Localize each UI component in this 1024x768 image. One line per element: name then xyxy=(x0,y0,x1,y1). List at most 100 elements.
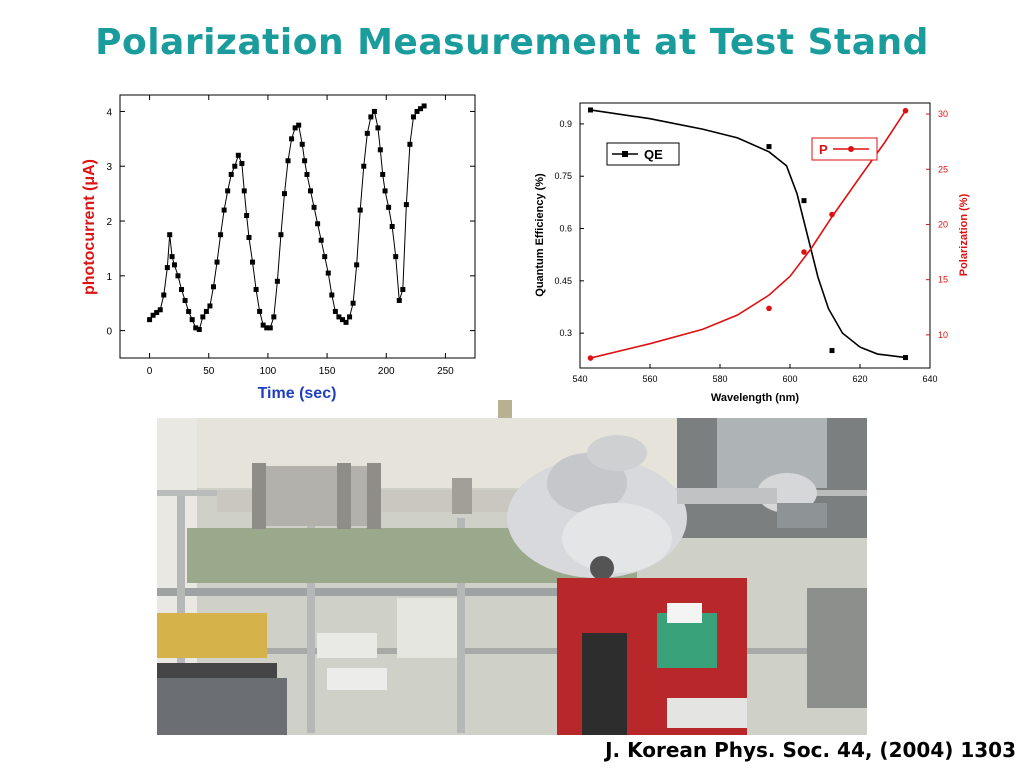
legend-qe-label: QE xyxy=(644,147,663,162)
y-tick-label-left: 0.3 xyxy=(559,328,572,338)
x-axis-label: Wavelength (nm) xyxy=(711,392,800,404)
data-point xyxy=(393,254,399,260)
data-point xyxy=(389,224,395,229)
x-tick-label: 150 xyxy=(319,366,336,377)
y-axis-label: photocurrent (μA) xyxy=(81,159,98,295)
y-tick-label-left: 0.6 xyxy=(559,224,572,234)
y-tick-label-right: 20 xyxy=(938,219,948,229)
data-point xyxy=(336,314,342,320)
data-point xyxy=(371,108,377,114)
y-tick-label-left: 0.75 xyxy=(554,171,572,181)
data-point xyxy=(225,188,231,194)
data-point xyxy=(169,254,175,260)
data-point xyxy=(241,188,247,194)
data-point xyxy=(161,292,167,298)
data-point xyxy=(380,171,386,177)
x-tick-label: 580 xyxy=(712,374,727,384)
data-point xyxy=(403,202,409,208)
polarization-data-point xyxy=(902,107,909,114)
x-tick-label: 640 xyxy=(922,374,937,384)
x-tick-label: 0 xyxy=(147,366,153,377)
data-point xyxy=(325,270,331,276)
y-tick-label: 4 xyxy=(106,107,112,118)
y-tick-label-right: 25 xyxy=(938,164,948,174)
data-point xyxy=(246,234,252,240)
data-point xyxy=(311,204,317,210)
data-point xyxy=(271,314,277,320)
data-point xyxy=(186,308,192,314)
data-point xyxy=(167,232,173,238)
data-point xyxy=(200,314,206,320)
data-point xyxy=(228,171,234,177)
legend-p: P xyxy=(811,137,878,161)
data-point xyxy=(267,325,273,331)
polarization-data-point xyxy=(587,355,594,361)
x-tick-label: 620 xyxy=(852,374,867,384)
data-point xyxy=(299,141,305,147)
polarization-data-point xyxy=(829,211,835,218)
qe-data-point xyxy=(829,348,835,354)
polarization-data-point xyxy=(801,249,807,255)
data-point xyxy=(281,191,287,197)
data-point xyxy=(407,141,413,147)
photocurrent-chart: 0 50 100 150 200 250 0 1 2 3 4 Time (sec) photocur… xyxy=(81,94,476,402)
data-point xyxy=(154,310,160,316)
data-point xyxy=(377,147,383,153)
data-point xyxy=(318,237,324,243)
x-tick-label: 560 xyxy=(642,374,657,384)
data-point xyxy=(164,265,170,271)
data-point xyxy=(182,297,188,303)
data-point xyxy=(302,158,308,164)
data-point xyxy=(214,259,220,265)
data-point xyxy=(274,278,280,284)
data-point xyxy=(193,325,199,331)
data-point xyxy=(210,284,216,290)
x-tick-label: 250 xyxy=(437,366,454,377)
x-tick-label: 540 xyxy=(572,374,587,384)
data-point xyxy=(315,221,321,227)
y-axis-label-left: Quantum Efficiency (%) xyxy=(534,173,546,297)
data-point xyxy=(382,188,388,194)
data-point xyxy=(361,163,367,169)
data-point xyxy=(232,163,238,169)
slide-title: Polarization Measurement at Test Stand xyxy=(95,22,929,63)
data-point xyxy=(250,259,256,265)
y-tick-label-right: 30 xyxy=(938,109,948,119)
x-tick-label: 50 xyxy=(203,366,215,377)
data-point xyxy=(410,114,416,120)
qe-polarization-chart: 540 560 580 600 620 640 0.3 0.45 0.6 0.75 0.9 10 15 2… xyxy=(534,102,970,404)
data-point xyxy=(329,292,335,298)
photo-tab xyxy=(498,400,512,418)
y-tick-label-right: 15 xyxy=(938,275,948,285)
data-point xyxy=(296,122,302,128)
data-point xyxy=(304,171,310,177)
y-tick-label: 2 xyxy=(106,217,112,228)
data-point xyxy=(396,297,402,303)
data-point xyxy=(157,307,163,313)
data-point xyxy=(221,207,227,213)
y-tick-label-right: 10 xyxy=(938,330,948,340)
plot-frame xyxy=(579,102,931,369)
data-point xyxy=(285,158,291,164)
data-point xyxy=(175,273,181,279)
data-point xyxy=(171,262,177,268)
polarization-data-point xyxy=(766,305,772,312)
qe-curve xyxy=(590,109,906,359)
y-tick-label: 1 xyxy=(106,272,112,283)
y-tick-label-left: 0.9 xyxy=(559,119,572,129)
test-stand-illustration xyxy=(157,418,867,735)
y-tick-label-left: 0.45 xyxy=(554,276,572,286)
data-point xyxy=(343,319,349,325)
data-point xyxy=(308,188,314,194)
data-point xyxy=(332,308,338,314)
x-tick-label: 600 xyxy=(782,374,797,384)
test-stand-photo xyxy=(157,418,867,735)
data-point xyxy=(418,106,424,112)
data-point xyxy=(239,160,245,166)
data-point xyxy=(147,317,153,323)
data-point xyxy=(189,317,195,323)
data-point xyxy=(203,308,209,314)
data-point xyxy=(357,207,363,213)
data-point xyxy=(244,213,250,219)
data-point xyxy=(375,125,381,131)
